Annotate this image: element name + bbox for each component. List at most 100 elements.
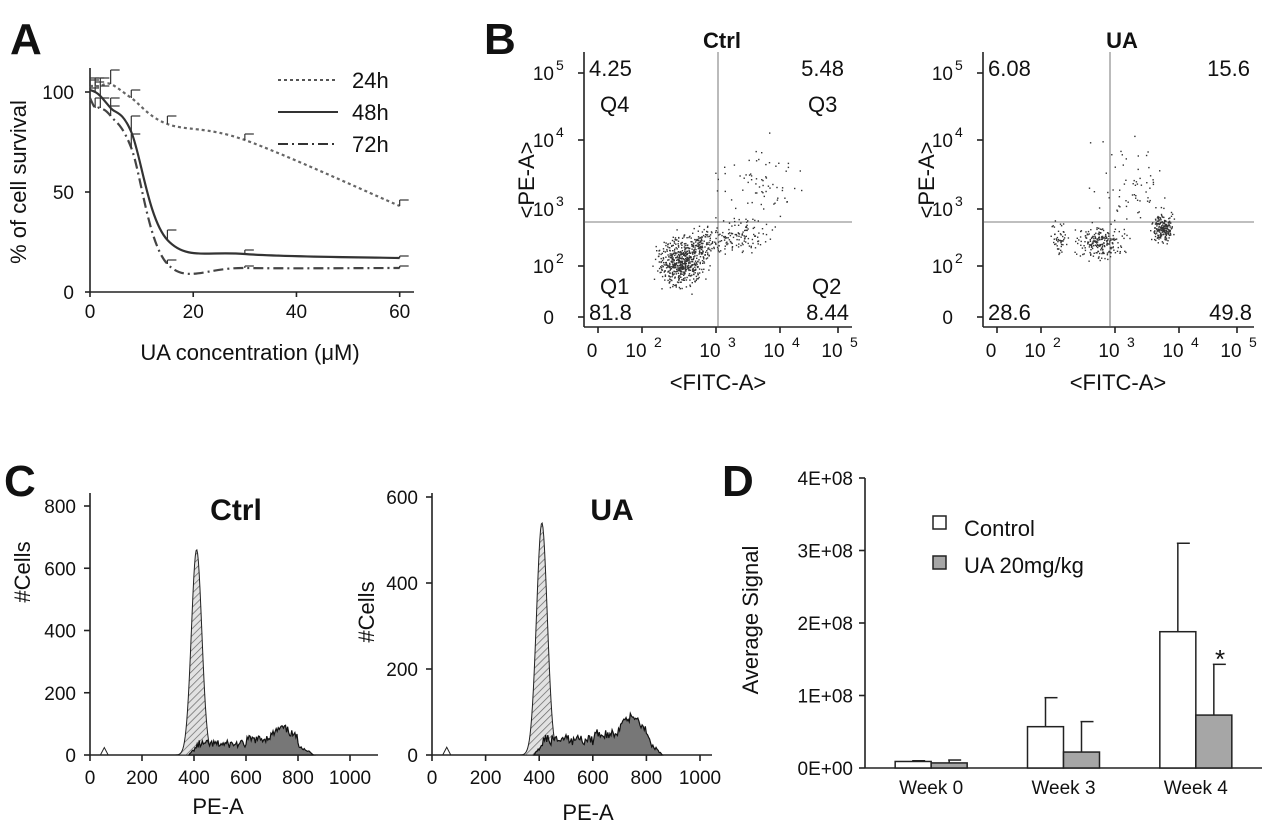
flow-event-dot [672,236,674,238]
flow-event-dot [1135,197,1137,199]
flow-event-dot [687,247,690,249]
flow-event-dot [1155,222,1157,224]
flow-event-dot [669,253,671,255]
b-ua-y-label: <PE-A> [914,141,939,218]
flow-event-dot [668,265,671,267]
flow-event-dot [684,257,687,260]
flow-event-dot [698,259,700,261]
flow-event-dot [1062,235,1064,238]
flow-event-dot [693,256,695,258]
flow-event-dot [711,247,713,250]
flow-event-dot [670,253,672,255]
c-x-tick-label: 1000 [679,768,721,789]
flow-event-dot [703,228,705,231]
flow-event-dot [748,174,751,176]
flow-event-dot [688,269,690,271]
flow-event-dot [705,258,708,260]
flow-event-dot [704,254,706,256]
c-x-tick-label: 600 [577,768,609,789]
b-ua-q3-value: 15.6 [1207,56,1250,81]
flow-event-dot [1123,228,1125,231]
flow-event-dot [1067,237,1070,239]
flow-event-dot [1098,256,1100,258]
flow-event-dot [658,267,661,270]
flow-event-dot [1154,235,1157,238]
flow-event-dot [707,225,709,228]
flow-event-dot [668,266,671,269]
flow-event-dot [1090,244,1093,246]
flow-event-dot [682,266,684,268]
flow-event-dot [697,236,700,238]
flow-event-dot [656,250,658,252]
flow-event-dot [1134,184,1137,186]
flow-event-dot [669,242,671,245]
flow-event-dot [781,189,784,192]
flow-event-dot [1085,231,1087,233]
flow-event-dot [688,249,690,251]
flow-event-dot [1102,251,1105,253]
flow-event-dot [665,263,668,265]
flow-event-dot [1097,233,1099,235]
flow-event-dot [701,268,703,271]
flow-event-dot [1121,235,1123,237]
flow-event-dot [1094,240,1096,242]
flow-event-dot [1112,234,1114,237]
flow-event-dot [1059,233,1062,235]
flow-event-dot [706,242,708,244]
flow-event-dot [1169,232,1172,235]
flow-event-dot [1168,234,1171,237]
flow-event-dot [685,269,687,272]
flow-event-dot [738,235,740,237]
flow-event-dot [670,279,672,281]
flow-event-dot [1165,226,1167,228]
flow-event-dot [1114,238,1117,241]
flow-event-dot [661,259,664,262]
flow-event-dot [1159,221,1162,223]
flow-event-dot [1114,166,1116,168]
flow-event-dot [694,264,696,266]
flow-event-dot [1102,141,1104,143]
flow-event-dot [724,237,727,239]
flow-event-dot [673,252,676,254]
flow-event-dot [758,232,760,234]
flow-event-dot [751,238,754,241]
flow-event-dot [717,241,720,243]
b-x-tick-exponent: 5 [1249,334,1257,350]
flow-event-dot [742,231,744,233]
flow-event-dot [1138,211,1140,213]
c-ctrl-x-label: PE-A [192,794,244,819]
flow-event-dot [678,277,680,280]
flow-event-dot [709,234,712,236]
flow-event-dot [701,246,703,249]
flow-event-dot [683,274,685,276]
flow-event-dot [1162,224,1164,226]
flow-event-dot [1083,253,1085,255]
flow-event-dot [686,253,688,256]
flow-event-dot [698,237,700,240]
flow-event-dot [740,222,742,224]
b-y-tick-exponent: 5 [955,57,963,73]
flow-event-dot [1159,217,1162,220]
flow-event-dot [754,192,757,194]
flow-event-dot [674,237,677,239]
c-y-tick-label: 600 [44,559,76,580]
flow-event-dot [721,234,723,237]
flow-event-dot [1161,225,1163,227]
flow-event-dot [680,268,682,270]
flow-event-dot [727,237,729,239]
panel-label-a: A [10,15,42,64]
flow-event-dot [737,246,740,248]
flow-event-dot [686,258,689,260]
c-ua-y-label: #Cells [354,581,379,642]
flow-event-dot [691,248,693,250]
flow-event-dot [678,276,680,278]
flow-event-dot [681,287,683,290]
flow-event-dot [729,240,732,243]
flow-event-dot [680,251,682,254]
flow-event-dot [698,268,701,270]
flow-event-dot [1099,259,1101,262]
legend-label-24h: 24h [352,68,389,93]
flow-event-dot [677,281,680,284]
flow-event-dot [668,247,670,249]
